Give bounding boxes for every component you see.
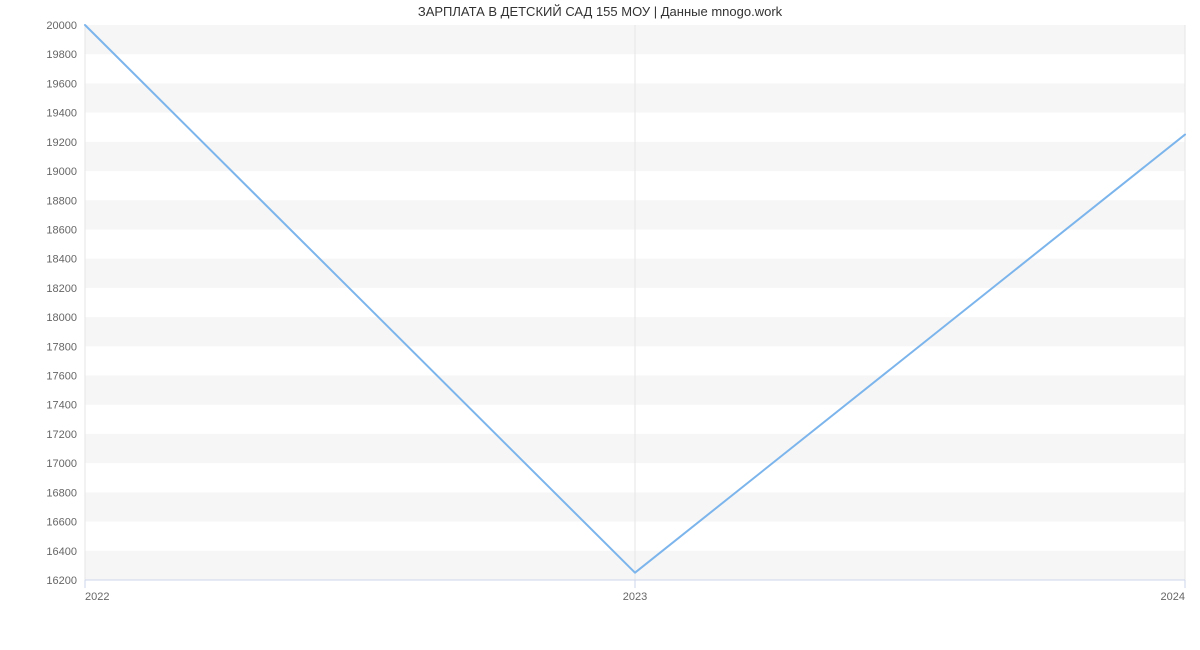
svg-text:19800: 19800 — [46, 49, 77, 61]
svg-text:19400: 19400 — [46, 108, 77, 120]
svg-text:16800: 16800 — [46, 487, 77, 499]
svg-text:19200: 19200 — [46, 137, 77, 149]
svg-text:17600: 17600 — [46, 371, 77, 383]
svg-text:16200: 16200 — [46, 575, 77, 587]
svg-text:17800: 17800 — [46, 341, 77, 353]
svg-text:16600: 16600 — [46, 517, 77, 529]
svg-text:18400: 18400 — [46, 254, 77, 266]
chart-title: ЗАРПЛАТА В ДЕТСКИЙ САД 155 МОУ | Данные … — [0, 4, 1200, 19]
svg-text:20000: 20000 — [46, 20, 77, 32]
svg-text:17400: 17400 — [46, 400, 77, 412]
svg-text:2022: 2022 — [85, 591, 109, 603]
svg-text:17200: 17200 — [46, 429, 77, 441]
svg-text:18800: 18800 — [46, 195, 77, 207]
svg-text:19000: 19000 — [46, 166, 77, 178]
chart-svg: 2022 2023 2024 16200 16400 16600 16800 17000 172… — [0, 0, 1200, 650]
svg-text:18000: 18000 — [46, 312, 77, 324]
svg-text:16400: 16400 — [46, 546, 77, 558]
svg-text:18600: 18600 — [46, 224, 77, 236]
salary-chart: ЗАРПЛАТА В ДЕТСКИЙ САД 155 МОУ | Данные … — [0, 0, 1200, 650]
svg-text:18200: 18200 — [46, 283, 77, 295]
svg-text:2024: 2024 — [1161, 591, 1185, 603]
svg-text:17000: 17000 — [46, 458, 77, 470]
svg-text:2023: 2023 — [623, 591, 647, 603]
svg-text:19600: 19600 — [46, 78, 77, 90]
